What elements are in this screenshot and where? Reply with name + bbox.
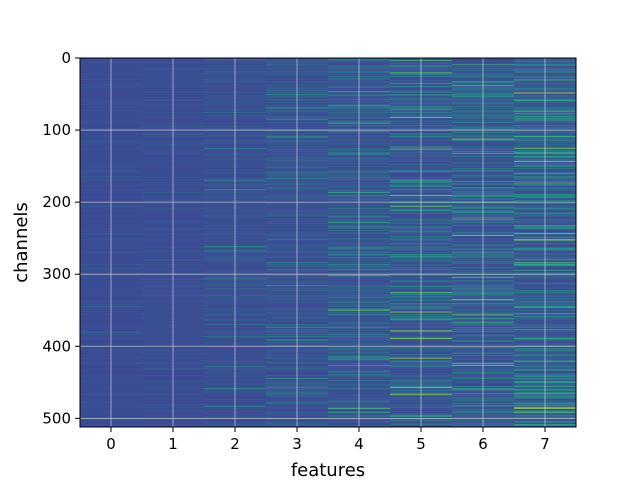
x-tick-label: 4 [354, 435, 364, 453]
plot-frame [79, 57, 577, 428]
heatmap-cells [80, 58, 577, 428]
x-tick-label: 0 [106, 435, 116, 453]
y-tick-label: 200 [42, 193, 71, 211]
y-tick-label: 100 [42, 121, 71, 139]
y-axis-ticks: 0 100 200 300 400 500 [42, 49, 80, 427]
x-tick-label: 1 [168, 435, 178, 453]
x-tick-label: 7 [540, 435, 550, 453]
y-tick-label: 300 [42, 265, 71, 283]
y-tick-label: 500 [42, 409, 71, 427]
x-tick-label: 2 [230, 435, 240, 453]
x-axis-label: features [291, 460, 365, 480]
y-axis-label: channels [11, 202, 32, 283]
x-tick-label: 5 [416, 435, 426, 453]
x-tick-label: 6 [478, 435, 488, 453]
y-tick-label: 400 [42, 337, 71, 355]
x-axis-ticks: 0 1 2 3 4 5 6 7 [106, 427, 550, 453]
grid-lines [80, 57, 576, 427]
x-tick-label: 3 [292, 435, 302, 453]
y-tick-label: 0 [61, 49, 71, 67]
